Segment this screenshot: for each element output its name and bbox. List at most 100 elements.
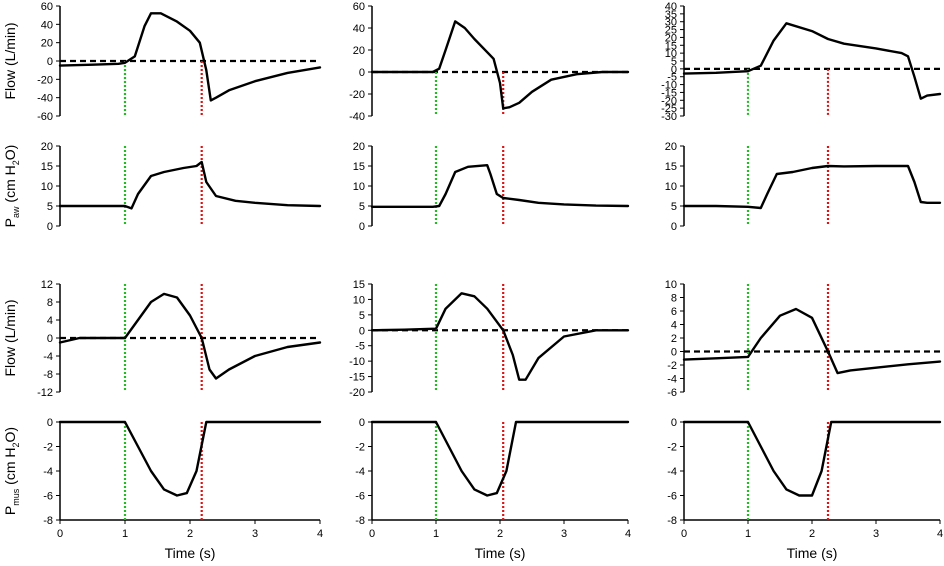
row3-col3-ytick-label: 0 xyxy=(671,347,677,359)
row4-col2-xtick-label: 2 xyxy=(497,528,503,540)
row1-col2-ytick-label: -40 xyxy=(349,111,365,123)
row4-col3-ytick-label: -4 xyxy=(667,466,677,478)
row3-col1-ytick-label: -8 xyxy=(43,369,53,381)
row4-col1-xtick-label: 0 xyxy=(57,528,63,540)
row4-col1-ytick-label: 0 xyxy=(47,417,53,429)
row1-col1-ytick-label: -40 xyxy=(37,93,53,105)
row4-col3-xtick-label: 1 xyxy=(745,528,751,540)
row3-col2-ytick-label: 0 xyxy=(359,325,365,337)
row2-col1-ytick-label: 10 xyxy=(41,181,53,193)
row4-col1-xtick-label: 1 xyxy=(122,528,128,540)
row1-col3-ytick-label: 35 xyxy=(665,9,677,21)
row2-col1-ytick-label: 5 xyxy=(47,201,53,213)
row1-col3-ytick-label: -10 xyxy=(661,80,677,92)
row3-col1-ytick-label: 8 xyxy=(47,297,53,309)
row4-col3-xtick-label: 0 xyxy=(681,528,687,540)
row3-col3-ytick-label: -2 xyxy=(667,360,677,372)
row4-col2-xtick-label: 3 xyxy=(561,528,567,540)
row1-col3-ytick-label: 30 xyxy=(665,17,677,29)
row3-col3-ytick-label: 10 xyxy=(665,279,677,291)
row3-col3-ytick-label: -4 xyxy=(667,374,677,386)
row2-col2-ytick-label: 0 xyxy=(359,221,365,233)
row1-col3-ytick-label: 0 xyxy=(671,64,677,76)
row2-col2-ytick-label: 5 xyxy=(359,201,365,213)
row1-col3-ytick-label: -15 xyxy=(661,87,677,99)
row2-col2-series-line xyxy=(370,163,630,209)
row4-col1-ytick-label: -6 xyxy=(43,491,53,503)
row1-col3-series-line xyxy=(682,22,942,100)
row1-col2-ytick-label: 0 xyxy=(359,67,365,79)
row4-col2-xtick-label: 4 xyxy=(625,528,631,540)
row1-col1-ytick-label: 60 xyxy=(41,1,53,13)
row3-col2-ytick-label: 10 xyxy=(353,294,365,306)
row3-col3-ytick-label: 6 xyxy=(671,306,677,318)
row3-col2-ytick-label: -10 xyxy=(349,356,365,368)
row1-col2-ytick-label: 20 xyxy=(353,45,365,57)
row3-col3-ytick-label: -6 xyxy=(667,387,677,399)
row2-col2-ytick-label: 15 xyxy=(353,161,365,173)
row4-col3-ytick-label: 0 xyxy=(671,417,677,429)
row3-col1-ytick-label: 12 xyxy=(41,279,53,291)
row3-col2-ytick-label: 15 xyxy=(353,279,365,291)
row1-col1-ytick-label: 20 xyxy=(41,38,53,50)
row4-col3-ytick-label: -6 xyxy=(667,491,677,503)
row3-col3-ytick-label: 2 xyxy=(671,333,677,345)
row4-col2-xlabel: Time (s) xyxy=(475,545,526,561)
row4-col3-xlabel: Time (s) xyxy=(787,545,838,561)
row2-col3-ytick-label: 20 xyxy=(665,141,677,153)
row3-col2-series-line xyxy=(370,292,630,381)
row2-col3-series-line xyxy=(682,164,942,210)
row4-col2-xtick-label: 0 xyxy=(369,528,375,540)
row1-col2-series-line xyxy=(370,20,630,110)
row1-col3-ytick-label: -30 xyxy=(661,111,677,123)
row4-col2-series-line xyxy=(370,420,630,497)
row2-col1-ytick-label: 20 xyxy=(41,141,53,153)
row4-col3-xtick-label: 2 xyxy=(809,528,815,540)
row4-col2-ytick-label: -2 xyxy=(355,442,365,454)
row3-col3-ytick-label: 4 xyxy=(671,320,677,332)
row1-col3-ytick-label: -25 xyxy=(661,103,677,115)
row1-col3-ytick-label: 25 xyxy=(665,25,677,37)
row-4-ylabel: Pmus (cm H2O) xyxy=(2,427,21,515)
row4-col1-xlabel: Time (s) xyxy=(165,545,216,561)
row1-col1-ytick-label: -60 xyxy=(37,111,53,123)
row1-col3-ytick-label: 15 xyxy=(665,40,677,52)
row4-col2-ytick-label: -4 xyxy=(355,466,365,478)
row1-col1-ytick-label: 40 xyxy=(41,19,53,31)
row4-col1-xtick-label: 2 xyxy=(187,528,193,540)
row2-col1-series-line xyxy=(58,160,322,210)
row4-col2-ytick-label: -6 xyxy=(355,491,365,503)
row3-col2-ytick-label: -5 xyxy=(355,341,365,353)
row3-col1-ytick-label: 4 xyxy=(47,315,53,327)
row4-col3-xtick-label: 4 xyxy=(937,528,943,540)
row4-col1-ytick-label: -4 xyxy=(43,466,53,478)
row2-col1-ytick-label: 15 xyxy=(41,161,53,173)
row4-col1-ytick-label: -2 xyxy=(43,442,53,454)
row3-col3-series-line xyxy=(682,307,942,375)
row1-col3-ytick-label: 40 xyxy=(665,1,677,13)
row1-col2-ytick-label: -20 xyxy=(349,89,365,101)
row4-col3-xtick-label: 3 xyxy=(873,528,879,540)
row1-col3-ytick-label: -5 xyxy=(667,72,677,84)
row-1-ylabel: Flow (L/min) xyxy=(2,22,18,99)
row1-col2-ytick-label: 60 xyxy=(353,1,365,13)
row3-col2-ytick-label: 5 xyxy=(359,310,365,322)
row3-col1-ytick-label: -4 xyxy=(43,351,53,363)
row4-col1-series-line xyxy=(58,420,322,497)
row4-col3-ytick-label: -8 xyxy=(667,515,677,527)
row4-col2-ytick-label: 0 xyxy=(359,417,365,429)
row-2-ylabel: Paw (cm H2O) xyxy=(2,145,21,228)
row1-col3-ytick-label: -20 xyxy=(661,95,677,107)
row1-col2-ytick-label: 40 xyxy=(353,23,365,35)
row2-col3-ytick-label: 15 xyxy=(665,161,677,173)
row1-col3-ytick-label: 20 xyxy=(665,32,677,44)
row4-col1-ytick-label: -8 xyxy=(43,515,53,527)
row4-col1-xtick-label: 3 xyxy=(252,528,258,540)
row2-col3-ytick-label: 5 xyxy=(671,201,677,213)
row3-col2-ytick-label: -20 xyxy=(349,387,365,399)
row4-col3-series-line xyxy=(682,420,942,497)
row-3-ylabel: Flow (L/min) xyxy=(2,299,18,376)
row1-col1-ytick-label: 0 xyxy=(47,56,53,68)
row2-col2-ytick-label: 10 xyxy=(353,181,365,193)
